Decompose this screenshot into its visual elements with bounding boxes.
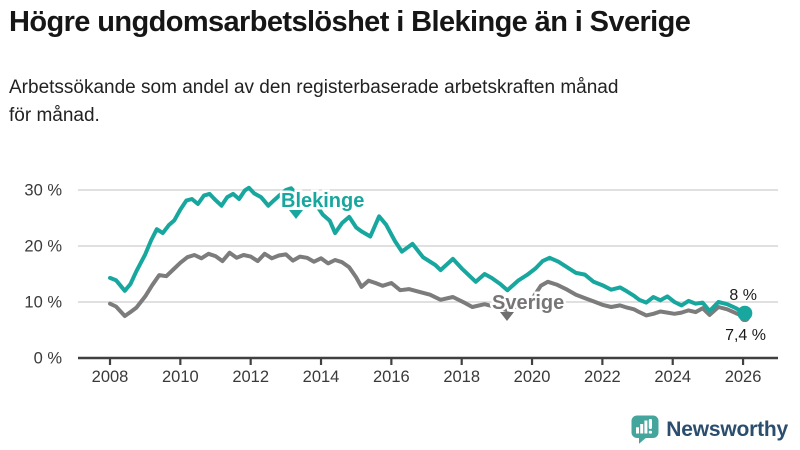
x-axis-tick-label: 2022 [584, 368, 621, 386]
series-label-sverige: Sverige [492, 292, 564, 314]
logo-exclamation-dot [649, 430, 653, 434]
x-axis-tick-label: 2024 [654, 368, 691, 386]
subtitle-line-2: för månad. [9, 105, 100, 126]
end-value-label-sverige: 7,4 % [725, 327, 766, 344]
x-axis-tick-label: 2020 [514, 368, 551, 386]
end-value-label-blekinge: 8 % [729, 287, 757, 304]
x-axis-tick-label: 2008 [92, 368, 129, 386]
subtitle-line-1: Arbetssökande som andel av den registerb… [9, 77, 619, 98]
series-line-blekinge [108, 185, 747, 316]
logo-bar-3 [644, 420, 648, 434]
y-axis-tick-label: 10 % [24, 294, 62, 312]
x-axis-tick-label: 2012 [232, 368, 269, 386]
page-title: Högre ungdomsarbetslöshet i Blekinge än … [9, 6, 691, 38]
logo-bubble-tail [639, 437, 648, 444]
x-axis-tick-label: 2010 [162, 368, 199, 386]
chart-subtitle: Arbetssökande som andel av den registerb… [9, 74, 779, 130]
newsworthy-logo-text: Newsworthy [666, 417, 788, 441]
y-axis-tick-label: 0 % [34, 350, 63, 368]
x-axis-tick-label: 2018 [443, 368, 480, 386]
logo-exclamation-stem [649, 419, 653, 429]
series-label-pointer-blekinge [289, 210, 303, 219]
x-axis-tick-label: 2016 [373, 368, 410, 386]
series-label-blekinge: Blekinge [281, 190, 364, 212]
y-axis-tick-label: 30 % [24, 182, 62, 200]
x-axis-tick-label: 2026 [725, 368, 762, 386]
series-line-sverige [108, 250, 747, 319]
logo-bar-1 [636, 427, 640, 434]
logo-bar-2 [640, 424, 644, 434]
newsworthy-logo[interactable]: Newsworthy [631, 415, 788, 444]
series-end-dot-blekinge [737, 305, 753, 321]
y-axis-tick-label: 20 % [24, 238, 62, 256]
series-label-pointer-sverige [500, 312, 514, 321]
x-axis-tick-label: 2014 [303, 368, 340, 386]
newsworthy-logo-icon [631, 415, 659, 444]
